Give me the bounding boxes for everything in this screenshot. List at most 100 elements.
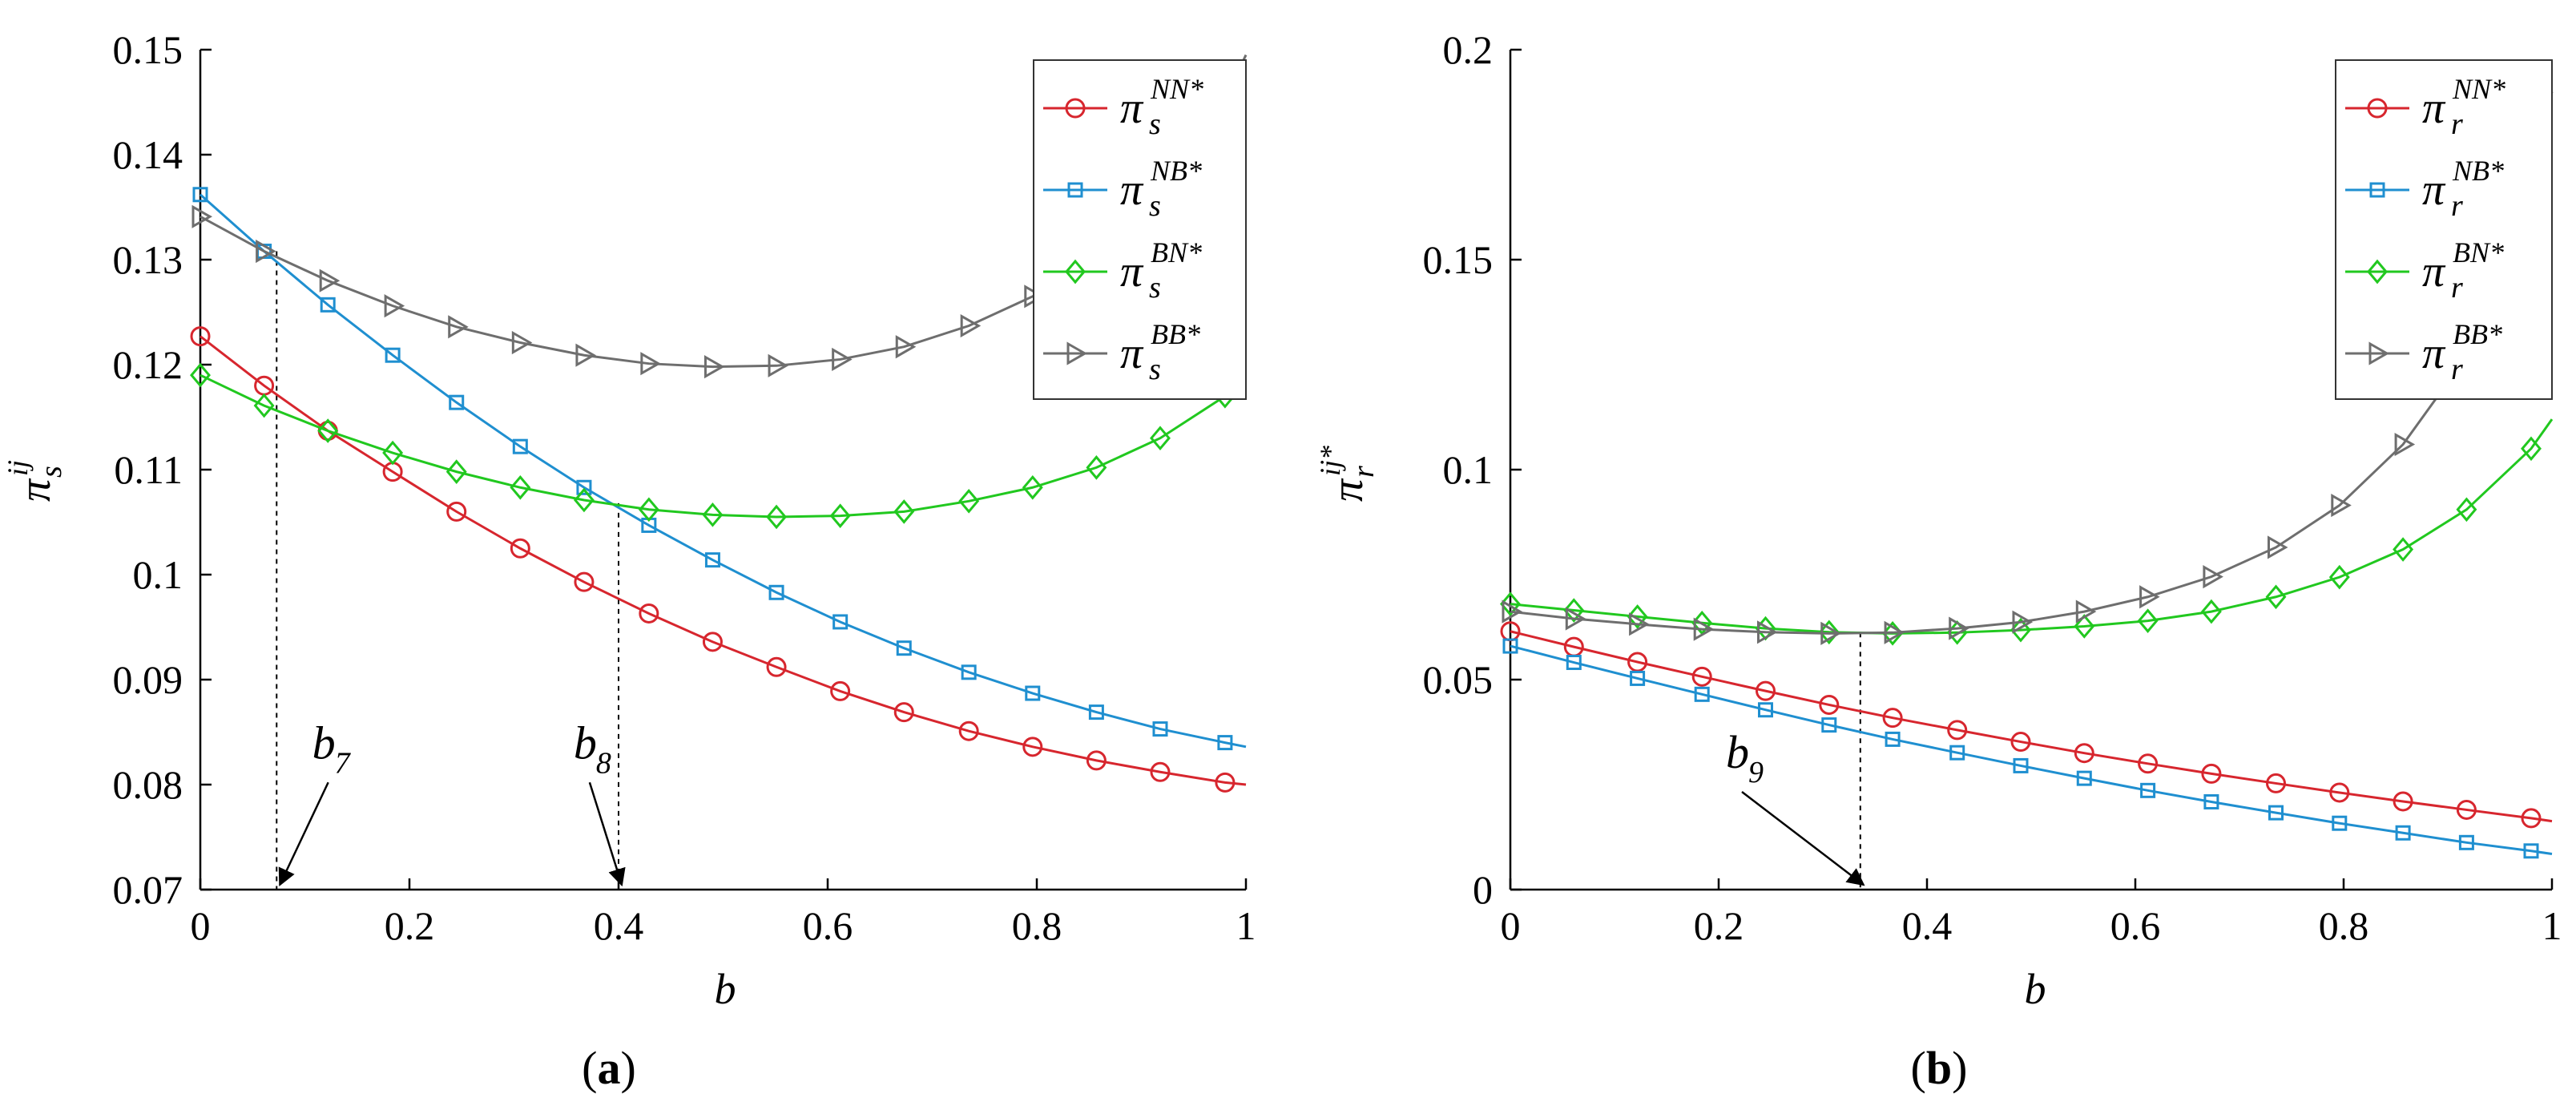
data-point: [2138, 753, 2159, 774]
data-point: [510, 474, 531, 500]
annotation-label: b: [1726, 726, 1749, 778]
x-tick-label: 0.2: [1694, 903, 1744, 948]
series-line: [1510, 630, 2553, 823]
data-point: [2332, 815, 2348, 831]
legend-box: [2335, 59, 2553, 400]
legend-label-sub: s: [1149, 271, 1161, 305]
data-point: [961, 664, 977, 680]
data-point: [1086, 750, 1107, 771]
data-point: [895, 335, 917, 359]
x-tick-label: 1: [1236, 903, 1256, 948]
chart-panel-a: 0 0.2 0.4 0.6 0.8 1 0.07 0.08 0.09 0.1 0.11 0.12 0.1…: [2, 27, 1256, 1094]
series-1: [1500, 621, 2553, 829]
legend-label-sup: NB*: [1150, 155, 1202, 187]
data-point: [1757, 620, 1778, 644]
data-point: [574, 571, 595, 592]
data-point: [2266, 773, 2286, 793]
legend-label-main: π: [1120, 329, 1144, 378]
data-point: [1949, 745, 1965, 761]
data-point: [704, 552, 720, 568]
data-point: [2268, 805, 2284, 821]
data-point: [960, 313, 982, 338]
data-point: [958, 488, 980, 514]
legend-label-sup: BB*: [2453, 318, 2502, 350]
data-point: [2265, 584, 2287, 610]
x-tick-label: 0.2: [385, 903, 435, 948]
data-point: [2140, 782, 2156, 798]
annotation-arrow: [588, 781, 626, 887]
data-point: [190, 362, 211, 388]
data-point: [1691, 666, 1712, 687]
data-point: [1630, 670, 1646, 686]
y-tick-label: 0.09: [113, 657, 183, 702]
legend-label-main: π: [1120, 247, 1144, 297]
data-point: [1819, 694, 1840, 715]
data-point: [893, 499, 915, 524]
data-point: [575, 343, 596, 367]
data-point: [2395, 825, 2411, 841]
legend-label-sub: s: [1149, 107, 1161, 141]
data-point: [1821, 717, 1837, 733]
x-tick-label: 0.6: [803, 903, 853, 948]
data-point: [1088, 704, 1104, 720]
data-point: [896, 640, 912, 656]
data-point: [2523, 843, 2539, 859]
data-point: [1693, 617, 1715, 641]
annotation-arrow: [278, 781, 329, 886]
annotation-label-sub: 7: [335, 746, 352, 780]
panel-label: (b): [1911, 1042, 1968, 1094]
legend: π rNN*π rNB*π rBN*π rBB*: [2335, 59, 2553, 400]
data-point: [768, 584, 784, 600]
x-axis-label: b: [2025, 965, 2046, 1013]
data-point: [253, 393, 275, 418]
data-point: [317, 418, 339, 443]
data-point: [2074, 743, 2094, 764]
legend-label-sub: r: [2451, 353, 2463, 386]
series-3: [190, 362, 1247, 530]
data-point: [830, 680, 851, 701]
series-line: [1510, 418, 2554, 635]
data-point: [1565, 607, 1586, 631]
data-point: [2458, 834, 2474, 850]
legend-marker: [1065, 98, 1086, 119]
data-point: [1215, 772, 1236, 793]
legend-entry: π rBB*: [2345, 318, 2502, 386]
legend-label-sup: NN*: [2452, 73, 2505, 105]
data-point: [2456, 799, 2477, 820]
y-axis-label-main: π: [10, 478, 60, 502]
legend-label-sub: r: [2451, 271, 2463, 305]
data-point: [1500, 591, 1521, 617]
data-point: [1884, 620, 1905, 644]
data-point: [702, 503, 724, 527]
y-tick-label: 0.1: [133, 552, 183, 597]
legend-label-sub: s: [1149, 353, 1161, 386]
data-point: [190, 326, 211, 347]
data-point: [2013, 757, 2029, 773]
data-point: [2203, 793, 2219, 809]
legend-box: [1033, 59, 1247, 400]
data-point: [1086, 455, 1107, 480]
series-2: [1502, 638, 2553, 859]
series-line: [1510, 644, 2553, 855]
data-point: [512, 438, 528, 454]
data-point: [1502, 638, 1518, 654]
legend-label-main: π: [2422, 83, 2446, 133]
data-point: [638, 497, 659, 523]
data-point: [384, 294, 405, 318]
series-line: [200, 335, 1247, 786]
data-point: [1150, 761, 1171, 782]
data-point: [2393, 791, 2413, 812]
data-point: [256, 239, 276, 264]
data-point: [832, 614, 849, 630]
x-axis-label: b: [715, 965, 736, 1013]
data-point: [2074, 614, 2095, 639]
data-point: [1629, 612, 1650, 636]
legend-label-sub: s: [1149, 189, 1161, 223]
annotation-label: b: [312, 716, 336, 769]
data-point: [2203, 565, 2223, 589]
y-axis-label-sup: ij: [2, 460, 34, 476]
y-tick-label: 0.07: [113, 867, 183, 912]
data-point: [703, 355, 725, 379]
